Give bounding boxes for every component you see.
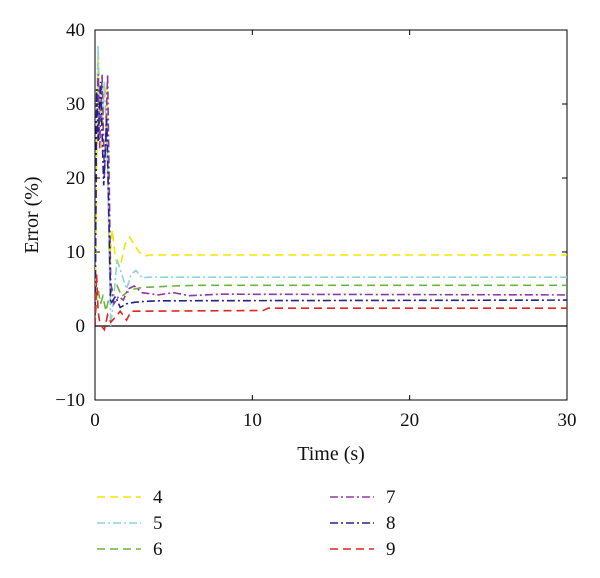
series-line-7 (95, 74, 567, 327)
y-tick-label: −10 (55, 390, 85, 411)
legend-item-4: 4 (97, 487, 163, 508)
plot-area (94, 29, 568, 401)
series-line-5 (95, 44, 567, 327)
y-tick-label: 40 (66, 20, 85, 41)
y-axis-title: Error (%) (21, 176, 43, 253)
y-tick-label: 0 (76, 316, 86, 337)
series-layer (95, 44, 567, 332)
legend-label: 4 (153, 487, 163, 508)
legend-label: 9 (386, 539, 396, 560)
y-tick-label: 20 (66, 168, 85, 189)
series-line-6 (95, 284, 567, 327)
legend-item-7: 7 (330, 487, 396, 508)
legend-item-8: 8 (330, 513, 396, 534)
plot-frame (94, 29, 568, 401)
legend-item-9: 9 (330, 539, 396, 560)
legend-label: 8 (386, 513, 396, 534)
legend-item-6: 6 (97, 539, 163, 560)
legend: 4 5 6 7 8 9 (97, 487, 396, 560)
x-axis-title: Time (s) (297, 443, 365, 465)
x-tick-label: 10 (243, 410, 262, 431)
x-tick-label: 30 (558, 410, 577, 431)
x-tick-label: 20 (400, 410, 419, 431)
y-tick-label: 30 (66, 94, 85, 115)
x-tick-label: 0 (90, 410, 100, 431)
series-line-8 (95, 81, 567, 327)
legend-label: 5 (153, 513, 163, 534)
series-line-9 (95, 274, 567, 332)
legend-label: 7 (386, 487, 396, 508)
legend-label: 6 (153, 539, 163, 560)
tick-layer (94, 29, 568, 401)
legend-item-5: 5 (97, 513, 163, 534)
y-tick-label: 10 (66, 242, 85, 263)
